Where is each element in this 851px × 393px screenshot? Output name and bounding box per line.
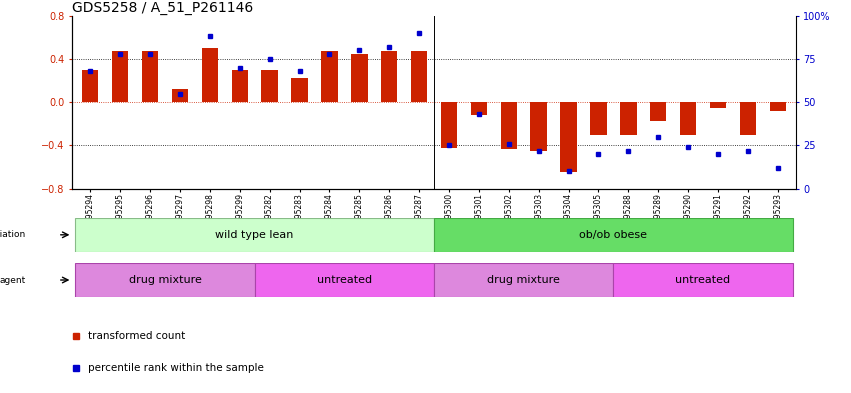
- Bar: [769, 102, 786, 111]
- Text: drug mixture: drug mixture: [129, 275, 202, 285]
- Bar: [530, 102, 547, 151]
- Bar: [76, 263, 254, 297]
- Bar: [620, 102, 637, 134]
- Text: ob/ob obese: ob/ob obese: [580, 230, 648, 240]
- Text: drug mixture: drug mixture: [488, 275, 560, 285]
- Bar: [710, 102, 726, 108]
- Text: percentile rank within the sample: percentile rank within the sample: [89, 363, 264, 373]
- Bar: [291, 78, 308, 102]
- Bar: [441, 102, 457, 147]
- Bar: [261, 70, 277, 102]
- Bar: [76, 218, 434, 252]
- Text: GDS5258 / A_51_P261146: GDS5258 / A_51_P261146: [72, 1, 254, 15]
- Bar: [740, 102, 756, 134]
- Text: genotype/variation: genotype/variation: [0, 230, 26, 239]
- Text: wild type lean: wild type lean: [215, 230, 294, 240]
- Bar: [254, 263, 434, 297]
- Bar: [500, 102, 517, 149]
- Bar: [560, 102, 577, 173]
- Bar: [321, 51, 338, 102]
- Bar: [381, 51, 397, 102]
- Text: untreated: untreated: [676, 275, 731, 285]
- Bar: [142, 51, 158, 102]
- Text: untreated: untreated: [317, 275, 372, 285]
- Bar: [434, 218, 792, 252]
- Bar: [680, 102, 696, 134]
- Text: agent: agent: [0, 275, 26, 285]
- Text: transformed count: transformed count: [89, 331, 186, 341]
- Bar: [411, 51, 427, 102]
- Bar: [202, 48, 218, 102]
- Bar: [82, 70, 99, 102]
- Bar: [231, 70, 248, 102]
- Bar: [434, 263, 614, 297]
- Bar: [351, 53, 368, 102]
- Bar: [112, 51, 129, 102]
- Bar: [172, 89, 188, 102]
- Bar: [650, 102, 666, 121]
- Bar: [591, 102, 607, 134]
- Bar: [614, 263, 792, 297]
- Bar: [471, 102, 487, 115]
